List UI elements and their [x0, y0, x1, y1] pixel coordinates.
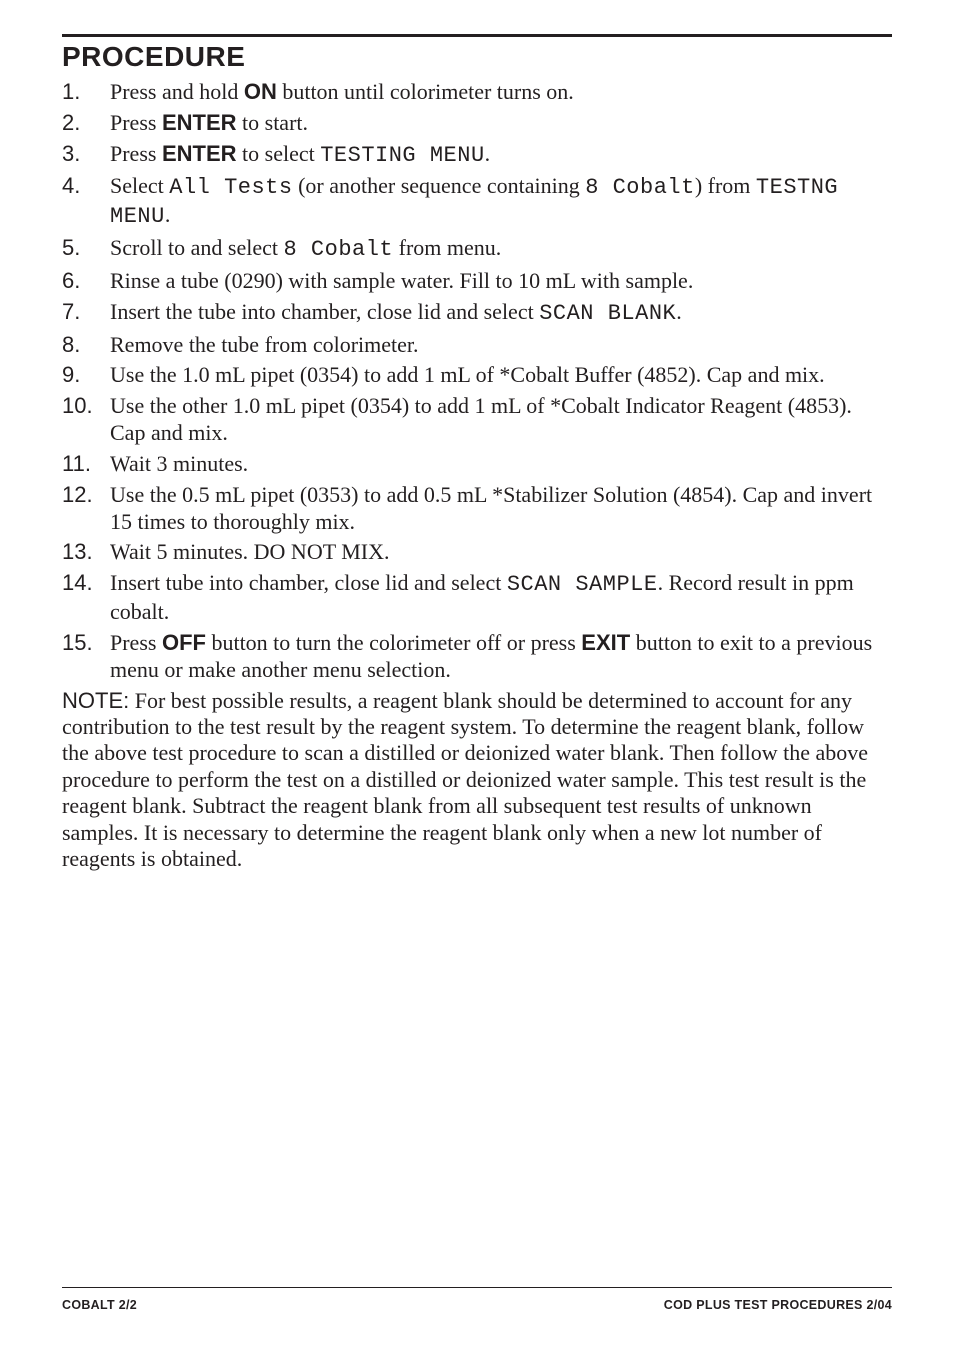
- display-text: All Tests: [169, 175, 292, 200]
- step-body: Use the 1.0 mL pipet (0354) to add 1 mL …: [110, 362, 892, 389]
- page: PROCEDURE 1.Press and hold ON button unt…: [0, 0, 954, 1352]
- step-number: 6.: [62, 268, 110, 295]
- step-body: Select All Tests (or another sequence co…: [110, 173, 892, 231]
- step-body: Insert tube into chamber, close lid and …: [110, 570, 892, 626]
- step-number: 4.: [62, 173, 110, 200]
- step-text: (or another sequence containing: [293, 173, 586, 198]
- step-number: 9.: [62, 362, 110, 389]
- procedure-step: 13.Wait 5 minutes. DO NOT MIX.: [62, 539, 892, 566]
- step-text: Select: [110, 173, 169, 198]
- step-number: 13.: [62, 539, 110, 566]
- procedure-step: 12.Use the 0.5 mL pipet (0353) to add 0.…: [62, 482, 892, 536]
- step-body: Use the 0.5 mL pipet (0353) to add 0.5 m…: [110, 482, 892, 536]
- step-text: ) from: [695, 173, 756, 198]
- page-footer: COBALT 2/2 COD PLUS TEST PROCEDURES 2/04: [62, 1287, 892, 1312]
- note-label: NOTE:: [62, 688, 129, 713]
- step-body: Scroll to and select 8 Cobalt from menu.: [110, 235, 892, 264]
- step-text: .: [165, 202, 171, 227]
- display-text: SCAN BLANK: [539, 301, 676, 326]
- step-number: 12.: [62, 482, 110, 509]
- step-body: Wait 5 minutes. DO NOT MIX.: [110, 539, 892, 566]
- procedure-list: 1.Press and hold ON button until colorim…: [62, 79, 892, 684]
- step-number: 3.: [62, 141, 110, 168]
- step-text: Press and hold: [110, 79, 244, 104]
- top-rule: [62, 34, 892, 37]
- step-text: to start.: [237, 110, 309, 135]
- key-label: ON: [244, 79, 277, 104]
- procedure-step: 8.Remove the tube from colorimeter.: [62, 332, 892, 359]
- procedure-step: 3.Press ENTER to select TESTING MENU.: [62, 141, 892, 170]
- step-body: Press and hold ON button until colorimet…: [110, 79, 892, 106]
- key-label: ENTER: [162, 141, 237, 166]
- key-label: ENTER: [162, 110, 237, 135]
- step-body: Wait 3 minutes.: [110, 451, 892, 478]
- step-text: Press: [110, 110, 162, 135]
- step-text: from menu.: [393, 235, 501, 260]
- procedure-step: 1.Press and hold ON button until colorim…: [62, 79, 892, 106]
- step-text: Wait 5 minutes. DO NOT MIX.: [110, 539, 390, 564]
- step-number: 7.: [62, 299, 110, 326]
- step-text: button to turn the colorimeter off or pr…: [206, 630, 581, 655]
- section-title: PROCEDURE: [62, 41, 892, 73]
- procedure-step: 7.Insert the tube into chamber, close li…: [62, 299, 892, 328]
- key-label: OFF: [162, 630, 206, 655]
- display-text: 8 Cobalt: [585, 175, 695, 200]
- step-number: 15.: [62, 630, 110, 657]
- step-number: 2.: [62, 110, 110, 137]
- step-text: Use the 1.0 mL pipet (0354) to add 1 mL …: [110, 362, 825, 387]
- procedure-step: 2.Press ENTER to start.: [62, 110, 892, 137]
- key-label: EXIT: [581, 630, 630, 655]
- step-number: 11.: [62, 451, 110, 478]
- step-text: Press: [110, 141, 162, 166]
- display-text: 8 Cobalt: [284, 237, 394, 262]
- procedure-step: 15.Press OFF button to turn the colorime…: [62, 630, 892, 684]
- step-text: to select: [237, 141, 321, 166]
- procedure-step: 10.Use the other 1.0 mL pipet (0354) to …: [62, 393, 892, 447]
- display-text: TESTING MENU: [320, 143, 484, 168]
- step-body: Use the other 1.0 mL pipet (0354) to add…: [110, 393, 892, 447]
- content-area: 1.Press and hold ON button until colorim…: [62, 79, 892, 1287]
- step-text: Use the 0.5 mL pipet (0353) to add 0.5 m…: [110, 482, 872, 534]
- step-text: Press: [110, 630, 162, 655]
- display-text: SCAN SAMPLE: [507, 572, 658, 597]
- step-body: Remove the tube from colorimeter.: [110, 332, 892, 359]
- step-body: Insert the tube into chamber, close lid …: [110, 299, 892, 328]
- note-paragraph: NOTE: For best possible results, a reage…: [62, 688, 892, 873]
- step-text: Wait 3 minutes.: [110, 451, 248, 476]
- procedure-step: 6.Rinse a tube (0290) with sample water.…: [62, 268, 892, 295]
- step-number: 5.: [62, 235, 110, 262]
- step-text: button until colorimeter turns on.: [277, 79, 574, 104]
- note-text: For best possible results, a reagent bla…: [62, 688, 868, 871]
- step-number: 14.: [62, 570, 110, 597]
- step-text: .: [485, 141, 491, 166]
- step-number: 8.: [62, 332, 110, 359]
- footer-left: COBALT 2/2: [62, 1298, 137, 1312]
- step-number: 10.: [62, 393, 110, 420]
- step-body: Press ENTER to start.: [110, 110, 892, 137]
- step-number: 1.: [62, 79, 110, 106]
- step-body: Press OFF button to turn the colorimeter…: [110, 630, 892, 684]
- step-text: Insert tube into chamber, close lid and …: [110, 570, 507, 595]
- procedure-step: 9.Use the 1.0 mL pipet (0354) to add 1 m…: [62, 362, 892, 389]
- step-text: .: [676, 299, 682, 324]
- procedure-step: 11.Wait 3 minutes.: [62, 451, 892, 478]
- step-text: Use the other 1.0 mL pipet (0354) to add…: [110, 393, 852, 445]
- step-body: Rinse a tube (0290) with sample water. F…: [110, 268, 892, 295]
- step-text: Rinse a tube (0290) with sample water. F…: [110, 268, 693, 293]
- step-text: Insert the tube into chamber, close lid …: [110, 299, 539, 324]
- procedure-step: 4.Select All Tests (or another sequence …: [62, 173, 892, 231]
- footer-right: COD PLUS TEST PROCEDURES 2/04: [664, 1298, 892, 1312]
- procedure-step: 5.Scroll to and select 8 Cobalt from men…: [62, 235, 892, 264]
- step-body: Press ENTER to select TESTING MENU.: [110, 141, 892, 170]
- step-text: Scroll to and select: [110, 235, 284, 260]
- step-text: Remove the tube from colorimeter.: [110, 332, 419, 357]
- procedure-step: 14.Insert tube into chamber, close lid a…: [62, 570, 892, 626]
